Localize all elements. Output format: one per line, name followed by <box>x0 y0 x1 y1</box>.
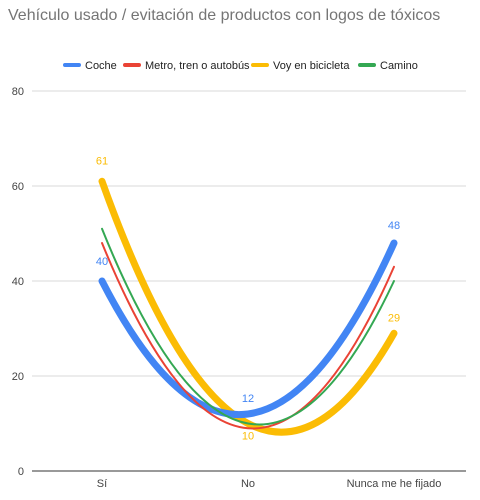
series-line <box>101 242 395 430</box>
y-tick-label: 60 <box>12 181 24 193</box>
x-tick-label: Sí <box>97 478 107 490</box>
legend-label: Camino <box>380 60 418 72</box>
data-label: 48 <box>388 220 400 232</box>
x-tick-label: Nunca me he fijado <box>347 478 442 490</box>
data-label: 61 <box>96 155 108 167</box>
y-tick-label: 20 <box>12 371 24 383</box>
x-tick-label: No <box>241 478 255 490</box>
data-label: 29 <box>388 312 400 324</box>
chart-title: Vehículo usado / evitación de productos … <box>8 7 441 24</box>
series-line <box>98 239 398 419</box>
legend-label: Metro, tren o autobús <box>145 60 250 72</box>
series-line <box>101 227 395 426</box>
legend-label: Voy en bicicleta <box>273 60 350 72</box>
data-label: 10 <box>242 431 254 443</box>
data-label: 12 <box>242 393 254 405</box>
y-tick-label: 0 <box>18 466 24 478</box>
data-label: 40 <box>96 256 108 268</box>
y-tick-label: 40 <box>12 276 24 288</box>
y-tick-label: 80 <box>12 86 24 98</box>
legend-label: Coche <box>85 60 117 72</box>
